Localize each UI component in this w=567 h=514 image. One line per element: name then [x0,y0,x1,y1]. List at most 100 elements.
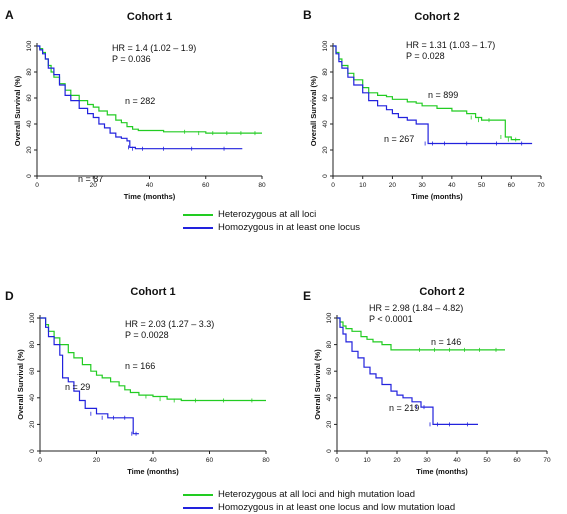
y-tick-label: 0 [326,449,333,453]
y-tick-label: 20 [326,420,333,428]
y-tick-label: 40 [326,394,333,402]
x-tick-label: 20 [389,182,397,189]
x-tick-label: 50 [483,457,491,464]
y-tick-label: 100 [322,40,329,51]
stat-text: HR = 2.03 (1.27 – 3.3) [125,319,214,329]
stat-text: P = 0.036 [112,54,151,64]
n-annotation: n = 282 [125,96,155,106]
x-tick-label: 60 [206,457,214,464]
y-tick-label: 0 [26,174,33,178]
survival-curve-heterozygous [40,317,266,402]
x-tick-label: 40 [146,182,154,189]
chart-panel-b: B Cohort 2 0 20 40 60 80 100 0 10 20 30 40 50 60 70 Time… [303,8,545,201]
stat-text: HR = 2.98 (1.84 – 4.82) [369,303,463,313]
legend-item-heterozygous-high-load: Heterozygous at all loci and high mutati… [183,488,455,501]
x-tick-label: 60 [202,182,210,189]
x-tick-label: 60 [508,182,516,189]
panel-letter: B [303,8,312,22]
y-tick-label: 40 [26,120,33,128]
panel-letter: D [5,289,14,303]
chart-panel-d: D Cohort 1 0 20 40 60 80 100 0 20 40 60 80 Time (mont… [5,286,270,476]
y-tick-label: 80 [29,341,36,349]
x-tick-label: 60 [513,457,521,464]
y-tick-label: 100 [29,312,36,323]
y-tick-label: 20 [322,146,329,154]
legend-swatch-blue [183,226,213,229]
x-tick-label: 80 [262,457,270,464]
stat-text: P = 0.028 [406,51,445,61]
x-axis-label: Time (months) [127,467,179,476]
x-tick-label: 0 [35,182,39,189]
legend-item-homozygous-low-load: Homozygous in at least one locus and low… [183,501,455,514]
x-axis-label: Time (months) [416,467,468,476]
n-annotation: n = 899 [428,90,458,100]
legend-swatch-green [183,213,213,216]
legend-top: Heterozygous at all loci Homozygous in a… [183,208,360,234]
x-tick-label: 0 [38,457,42,464]
chart-title: Cohort 2 [419,286,464,298]
x-tick-label: 50 [478,182,486,189]
y-tick-label: 40 [29,394,36,402]
survival-curve-heterozygous [337,317,505,351]
x-tick-label: 70 [543,457,551,464]
x-tick-label: 10 [359,182,367,189]
stat-text: P = 0.0028 [125,330,169,340]
y-tick-label: 40 [322,120,329,128]
n-annotation: n = 87 [78,174,103,184]
y-tick-label: 80 [322,68,329,76]
x-tick-label: 0 [331,182,335,189]
y-axis-label: Overall Survival (%) [309,75,318,146]
survival-curve-heterozygous [333,45,521,141]
legend-label: Homozygous in at least one locus and low… [218,502,456,513]
y-tick-label: 0 [322,174,329,178]
y-tick-label: 20 [26,146,33,154]
legend-item-heterozygous: Heterozygous at all loci [183,208,360,221]
legend-label: Heterozygous at all loci [218,209,317,220]
x-axis-label: Time (months) [411,192,463,201]
y-tick-label: 100 [26,40,33,51]
n-annotation: n = 219 [389,403,419,413]
y-tick-label: 60 [322,94,329,102]
y-tick-label: 0 [29,449,36,453]
legend-label: Heterozygous at all loci and high mutati… [218,489,415,500]
x-tick-label: 30 [419,182,427,189]
x-tick-label: 10 [363,457,371,464]
stat-text: HR = 1.31 (1.03 – 1.7) [406,40,495,50]
legend-label: Homozygous in at least one locus [218,222,361,233]
x-tick-label: 40 [448,182,456,189]
y-tick-label: 20 [29,420,36,428]
x-tick-label: 20 [93,457,101,464]
chart-title: Cohort 1 [130,286,175,298]
y-axis-label: Overall Survival (%) [313,349,322,420]
y-tick-label: 80 [26,68,33,76]
chart-title: Cohort 2 [414,11,459,23]
y-tick-label: 60 [26,94,33,102]
legend-item-homozygous: Homozygous in at least one locus [183,221,360,234]
n-annotation: n = 146 [431,337,461,347]
survival-curve-homozygous [333,45,533,145]
survival-curve-homozygous [337,317,478,425]
n-annotation: n = 166 [125,361,155,371]
legend-swatch-green [183,493,213,496]
y-tick-label: 60 [29,367,36,375]
x-tick-label: 70 [537,182,545,189]
legend-bottom: Heterozygous at all loci and high mutati… [183,488,455,514]
x-tick-label: 20 [393,457,401,464]
y-tick-label: 100 [326,312,333,323]
panel-letter: E [303,289,311,303]
y-axis-label: Overall Survival (%) [13,75,22,146]
chart-panel-e: E Cohort 2 0 20 40 60 80 100 0 10 20 30 40 50 60 70 Time… [303,286,551,476]
chart-title: Cohort 1 [127,11,172,23]
x-tick-label: 40 [453,457,461,464]
n-annotation: n = 267 [384,134,414,144]
panel-letter: A [5,8,14,22]
y-axis-label: Overall Survival (%) [16,349,25,420]
n-annotation: n = 29 [65,382,90,392]
survival-curve-homozygous [37,45,243,150]
chart-panel-a: A Cohort 1 0 20 40 60 80 100 0 20 40 60 80 Time (mont… [5,8,266,201]
x-tick-label: 40 [149,457,157,464]
stat-text: P < 0.0001 [369,314,413,324]
x-tick-label: 80 [258,182,266,189]
x-axis-label: Time (months) [124,192,176,201]
